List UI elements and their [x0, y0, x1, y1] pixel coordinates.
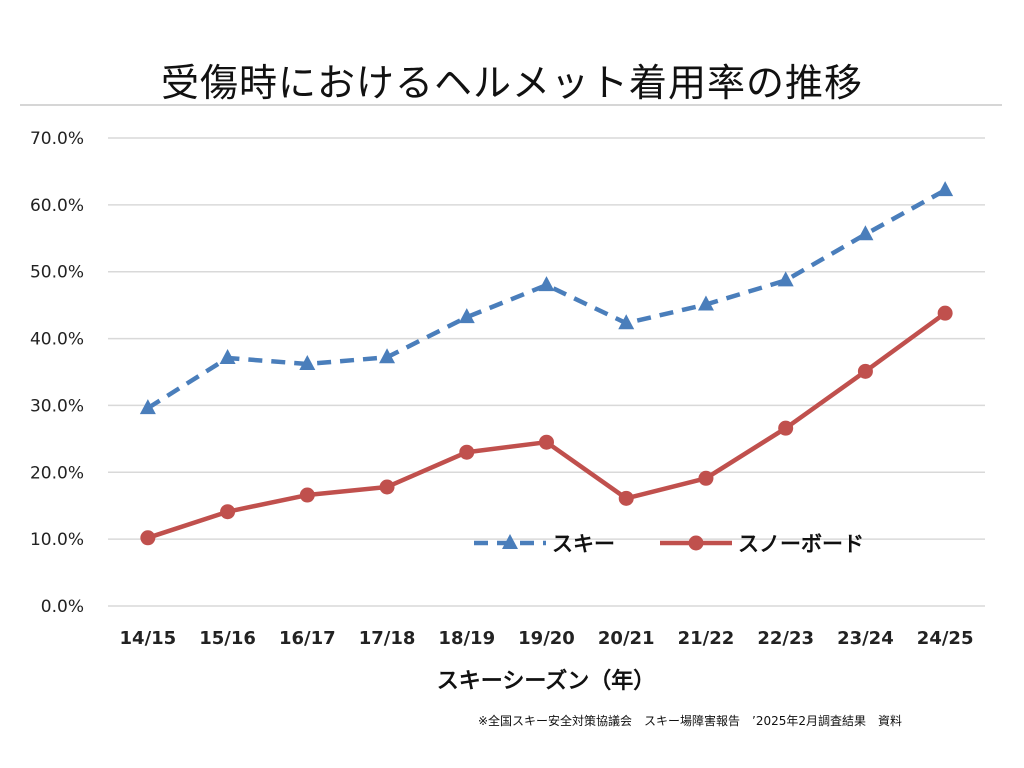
x-tick-label: 14/15: [120, 628, 177, 649]
x-tick-label: 18/19: [438, 628, 495, 649]
data-point-ski: [219, 348, 236, 364]
data-point-ski: [538, 276, 555, 292]
x-tick-label: 23/24: [837, 628, 894, 649]
legend-label-snowboard: スノーボード: [738, 532, 864, 556]
data-point-snowboard: [459, 444, 475, 460]
x-tick-label: 19/20: [518, 628, 575, 649]
x-tick-label: 22/23: [757, 628, 814, 649]
data-point-snowboard: [857, 363, 873, 379]
data-point-ski: [777, 271, 794, 287]
x-tick-label: 20/21: [598, 628, 655, 649]
y-tick-label: 10.0%: [30, 530, 84, 550]
data-point-ski: [299, 354, 316, 370]
x-axis-ticks: 14/15 15/16 16/17 17/18 18/19 19/20 20/21 21/22…: [120, 628, 974, 649]
y-tick-label: 50.0%: [30, 263, 84, 283]
data-point-snowboard: [140, 530, 156, 546]
x-tick-label: 21/22: [678, 628, 735, 649]
x-tick-label: 24/25: [917, 628, 974, 649]
data-point-ski: [618, 314, 635, 330]
y-tick-label: 70.0%: [30, 129, 84, 149]
data-point-snowboard: [220, 504, 236, 520]
data-point-ski: [857, 225, 874, 241]
x-tick-label: 15/16: [199, 628, 256, 649]
legend-marker-ski: [502, 534, 518, 549]
data-point-snowboard: [778, 420, 794, 436]
y-tick-label: 60.0%: [30, 196, 84, 216]
y-tick-label: 20.0%: [30, 463, 84, 483]
data-point-ski: [139, 399, 156, 415]
data-point-snowboard: [299, 487, 315, 503]
title-divider: [20, 104, 1002, 106]
data-point-snowboard: [379, 479, 395, 495]
data-point-ski: [937, 181, 954, 197]
data-point-snowboard: [937, 305, 953, 321]
y-tick-label: 0.0%: [41, 597, 84, 617]
y-tick-label: 30.0%: [30, 396, 84, 416]
series-line-snowboard: [147, 311, 947, 540]
x-tick-label: 17/18: [359, 628, 416, 649]
x-tick-label: 16/17: [279, 628, 336, 649]
series-line-ski: [146, 188, 947, 411]
series-lines: [139, 181, 954, 546]
source-footnote: ※全国スキー安全対策協議会 スキー場障害報告 ’2025年2月調査結果 資料: [478, 714, 903, 728]
chart-title: 受傷時におけるヘルメット着用率の推移: [160, 61, 863, 105]
x-axis-label: スキーシーズン（年）: [437, 668, 655, 694]
y-axis-ticks: 0.0% 10.0% 20.0% 30.0% 40.0% 50.0% 60.0% 70.0%: [30, 129, 84, 617]
data-point-ski: [697, 295, 714, 311]
gridlines: [108, 137, 985, 607]
data-point-ski: [379, 348, 396, 364]
data-point-snowboard: [618, 490, 634, 506]
legend-marker-snowboard: [688, 535, 704, 551]
legend-label-ski: スキー: [552, 532, 615, 556]
legend: スキー スノーボード: [474, 532, 864, 556]
data-point-snowboard: [698, 470, 714, 486]
data-point-ski: [458, 308, 475, 324]
data-point-snowboard: [539, 434, 554, 450]
y-tick-label: 40.0%: [30, 330, 84, 350]
